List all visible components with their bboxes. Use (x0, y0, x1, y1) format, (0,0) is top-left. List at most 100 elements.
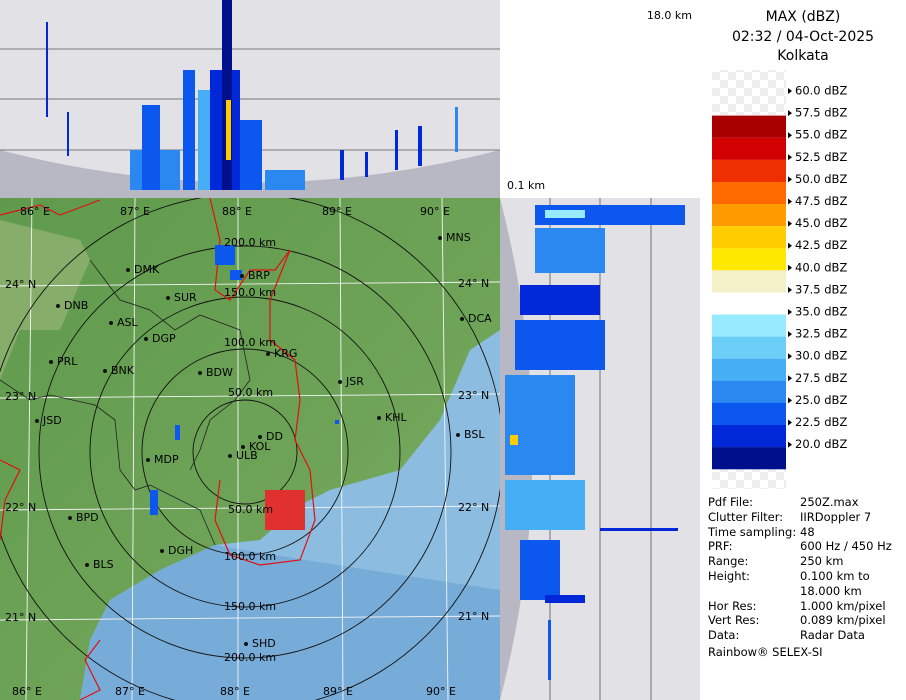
info-value: Radar Data (800, 628, 865, 643)
info-label: Hor Res: (708, 598, 757, 613)
bottom-height: 0.1 km (507, 179, 545, 192)
legend-label: 52.5 dBZ (795, 150, 847, 164)
legend-tick (788, 110, 792, 117)
legend-label: 25.0 dBZ (795, 393, 847, 407)
legend-label: 37.5 dBZ (795, 282, 847, 296)
city-dot (266, 352, 270, 356)
city-label: ASL (117, 316, 139, 329)
legend-swatch (712, 204, 786, 227)
lon-label: 88° E (220, 685, 250, 698)
legend-tick (788, 264, 792, 271)
info-row: Data: Radar Data (708, 628, 904, 643)
range-label: 100.0 km (224, 550, 276, 563)
legend-tick (788, 132, 792, 139)
city-label: SUR (174, 291, 197, 304)
legend-swatch (712, 115, 786, 138)
lat-label: 21° N (458, 610, 489, 623)
legend-tick (788, 286, 792, 293)
legend-tick (788, 198, 792, 205)
city-dot (241, 445, 245, 449)
city-dot (49, 360, 53, 364)
lat-label: 24° N (5, 278, 36, 291)
city-dot (109, 321, 113, 325)
city-dot (68, 516, 72, 520)
city-dot (166, 296, 170, 300)
lon-label: 88° E (222, 205, 252, 218)
footer: Rainbow® SELEX-SI (708, 644, 823, 659)
legend-swatch (712, 402, 786, 426)
city-dot (160, 549, 164, 553)
legend-tick (788, 331, 792, 338)
legend-tick (788, 397, 792, 404)
map-labels: 86° E 87° E 88° E 89° E 90° E 86° E 87° … (5, 205, 489, 698)
legend-tick (788, 176, 792, 183)
city-dot (460, 317, 464, 321)
city-label: BDW (206, 366, 233, 379)
city-label: BNK (111, 364, 135, 377)
info: Pdf File: 250Z.max Clutter Filter: IIRDoppl… (708, 495, 904, 660)
city-dot (85, 563, 89, 567)
city-dot (103, 369, 107, 373)
info-value: IIRDoppler 7 (800, 509, 872, 524)
title: MAX (dBZ) (766, 9, 841, 25)
info-value: 48 (800, 524, 815, 539)
legend-swatch (712, 358, 786, 381)
info-label: Time sampling: (708, 524, 797, 539)
lat-label: 22° N (458, 501, 489, 514)
city-label: MDP (154, 453, 179, 466)
info-row: Clutter Filter: IIRDoppler 7 (708, 510, 904, 525)
info-value: 0.089 km/pixel (800, 613, 886, 628)
city-dot (56, 304, 60, 308)
range-label: 200.0 km (224, 651, 276, 664)
lon-label: 86° E (12, 685, 42, 698)
city-label: DGP (152, 332, 176, 345)
range-label: 200.0 km (224, 236, 276, 249)
city-dot (198, 371, 202, 375)
lon-label: 90° E (426, 685, 456, 698)
legend-swatch (712, 181, 786, 205)
city-dot (377, 416, 381, 420)
legend-tick (788, 441, 792, 448)
top-panel-shade (0, 150, 500, 198)
info-row: Pdf File: 250Z.max (708, 495, 904, 510)
legend-tick (788, 242, 792, 249)
legend-swatch (712, 159, 786, 182)
lat-label: 23° N (458, 389, 489, 402)
city-dot (126, 268, 130, 272)
info-label: Pdf File: (708, 495, 754, 509)
city-dot (338, 380, 342, 384)
legend-swatch (712, 380, 786, 403)
city-dot (228, 454, 232, 458)
legend-tick (788, 353, 792, 360)
info-label: Vert Res: (708, 613, 760, 628)
legend-swatch (712, 336, 786, 359)
legend-label: 32.5 dBZ (795, 327, 847, 341)
top-echoes (46, 0, 458, 190)
info-row: Vert Res: 0.089 km/pixel (708, 613, 904, 628)
city-label: KOL (249, 440, 271, 453)
city-label: BLS (93, 558, 114, 571)
range-label: 50.0 km (228, 503, 273, 516)
legend-swatch (712, 314, 786, 337)
info-row: Height: 0.100 km to 18.000 km (708, 569, 904, 599)
legend-label: 57.5 dBZ (795, 106, 847, 120)
lon-label: 89° E (322, 205, 352, 218)
station: Kolkata (777, 48, 828, 64)
city-label: BRP (248, 269, 270, 282)
city-label: JSR (345, 375, 364, 388)
legend-swatch (712, 226, 786, 249)
info-row: Time sampling: 48 (708, 525, 904, 540)
lat-label: 24° N (458, 277, 489, 290)
city-label: DD (266, 430, 283, 443)
legend-tick (788, 154, 792, 161)
city-label: DNB (64, 299, 88, 312)
legend-tick (788, 88, 792, 94)
legend-swatch (712, 425, 786, 448)
legend-label: 55.0 dBZ (795, 128, 847, 142)
city-dot (146, 458, 150, 462)
city-label: MNS (446, 231, 471, 244)
legend-swatch (712, 447, 786, 470)
city-dot (244, 642, 248, 646)
lon-label: 90° E (420, 205, 450, 218)
legend-tick (788, 419, 792, 426)
